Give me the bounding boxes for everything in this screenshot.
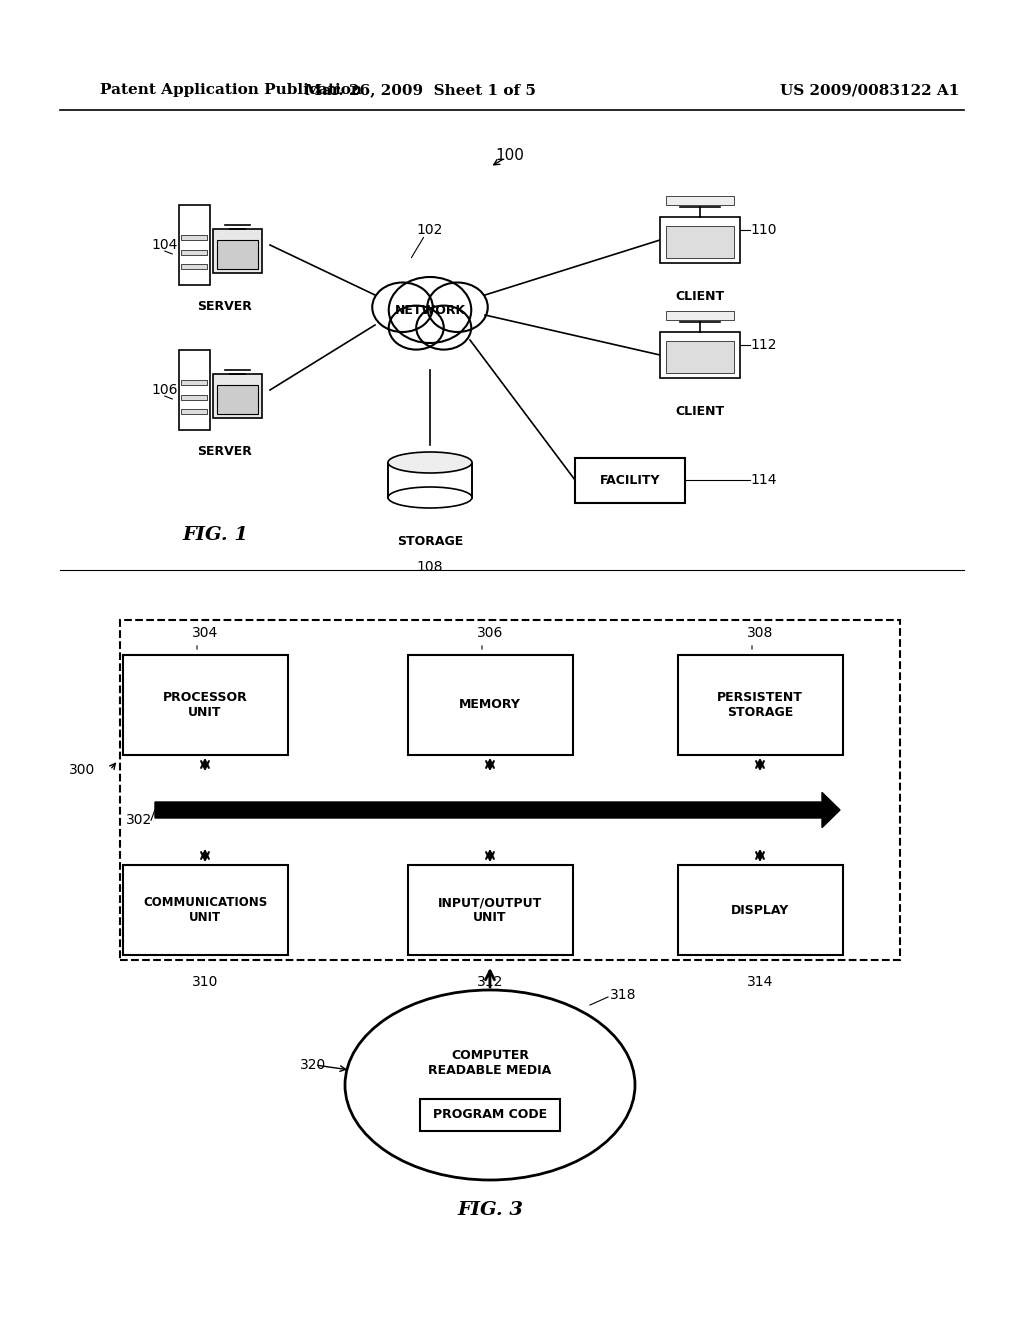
Bar	[408, 865, 572, 954]
Text: 300: 300	[69, 763, 95, 777]
Bar	[181, 395, 207, 400]
Text: 106: 106	[152, 383, 178, 397]
Text: 314: 314	[746, 975, 773, 989]
Text: 318: 318	[610, 987, 637, 1002]
Text: FIG. 3: FIG. 3	[457, 1201, 523, 1218]
Bar	[181, 409, 207, 414]
Text: 110: 110	[750, 223, 776, 238]
Text: COMPUTER
READABLE MEDIA: COMPUTER READABLE MEDIA	[428, 1049, 552, 1077]
Text: STORAGE: STORAGE	[397, 535, 463, 548]
Bar	[408, 655, 572, 755]
Text: US 2009/0083122 A1: US 2009/0083122 A1	[780, 83, 959, 96]
Text: 304: 304	[191, 626, 218, 640]
Text: 114: 114	[750, 473, 776, 487]
Ellipse shape	[373, 282, 433, 333]
Text: PROGRAM CODE: PROGRAM CODE	[433, 1109, 547, 1122]
Text: 320: 320	[300, 1059, 327, 1072]
Text: 306: 306	[477, 626, 503, 640]
Bar	[217, 385, 258, 413]
Text: 308: 308	[746, 626, 773, 640]
Text: DISPLAY: DISPLAY	[731, 903, 790, 916]
Bar	[217, 240, 258, 268]
Bar	[667, 342, 733, 374]
Bar	[181, 235, 207, 240]
Bar	[575, 458, 685, 503]
Bar	[178, 205, 210, 285]
Bar	[660, 218, 740, 263]
Text: PERSISTENT
STORAGE: PERSISTENT STORAGE	[717, 690, 803, 719]
Ellipse shape	[345, 990, 635, 1180]
Text: 312: 312	[477, 975, 503, 989]
Bar	[213, 374, 262, 418]
Bar	[666, 312, 734, 319]
Text: NETWORK: NETWORK	[394, 304, 466, 317]
Text: 310: 310	[191, 975, 218, 989]
Bar	[123, 655, 288, 755]
Bar	[181, 264, 207, 269]
Text: 302: 302	[142, 788, 168, 803]
Text: CLIENT: CLIENT	[676, 405, 725, 418]
Bar	[678, 655, 843, 755]
Text: 102: 102	[417, 223, 443, 238]
Text: MEMORY: MEMORY	[459, 698, 521, 711]
Text: COMMUNICATIONS
UNIT: COMMUNICATIONS UNIT	[143, 896, 267, 924]
Bar	[123, 865, 288, 954]
Text: FIG. 1: FIG. 1	[182, 525, 248, 544]
Text: Mar. 26, 2009  Sheet 1 of 5: Mar. 26, 2009 Sheet 1 of 5	[304, 83, 536, 96]
Text: 302: 302	[126, 813, 152, 828]
Bar	[213, 228, 262, 273]
Bar	[181, 380, 207, 385]
Bar	[660, 333, 740, 378]
Bar	[178, 350, 210, 430]
Text: SERVER: SERVER	[198, 300, 253, 313]
Text: 316: 316	[477, 1166, 503, 1179]
Bar	[181, 249, 207, 255]
Text: SERVER: SERVER	[198, 445, 253, 458]
Text: PROCESSOR
UNIT: PROCESSOR UNIT	[163, 690, 248, 719]
Text: CLIENT: CLIENT	[676, 290, 725, 304]
FancyArrow shape	[155, 792, 840, 828]
Ellipse shape	[389, 306, 443, 350]
Ellipse shape	[388, 487, 472, 508]
Ellipse shape	[427, 282, 487, 333]
Bar	[388, 462, 472, 498]
Bar	[420, 1100, 560, 1131]
Text: 112: 112	[750, 338, 776, 352]
Text: 104: 104	[152, 238, 178, 252]
Bar	[666, 197, 734, 205]
Ellipse shape	[389, 277, 471, 343]
Bar	[678, 865, 843, 954]
Text: Patent Application Publication: Patent Application Publication	[100, 83, 362, 96]
Text: 108: 108	[417, 560, 443, 574]
Text: 100: 100	[496, 148, 524, 162]
Bar	[120, 620, 900, 960]
Ellipse shape	[416, 306, 471, 350]
Bar	[667, 226, 733, 259]
Ellipse shape	[388, 451, 472, 473]
Text: FACILITY: FACILITY	[600, 474, 660, 487]
Text: INPUT/OUTPUT
UNIT: INPUT/OUTPUT UNIT	[438, 896, 542, 924]
